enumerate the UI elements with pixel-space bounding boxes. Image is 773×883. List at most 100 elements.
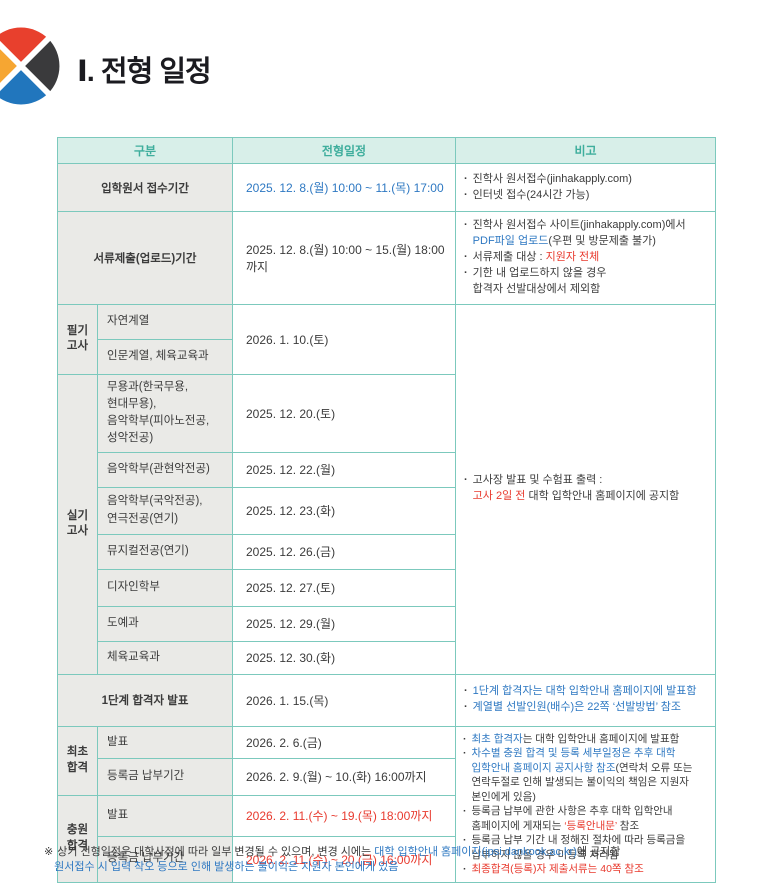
row-practical-1: 실기 고사 무용과(한국무용, 현대무용), 음악학부(피아노전공, 성악전공)… — [57, 373, 716, 675]
note-segment-highlight: 고사 2일 전 — [472, 490, 526, 503]
practical-row-schedule: 2025. 12. 29.(월) — [232, 605, 456, 642]
row-initial-1: 최초 합격 발표 2026. 2. 6.(금) 최초 합격자는 대학 입학안내 … — [57, 725, 716, 883]
written-row-label: 인문계열, 체육교육과 — [97, 338, 233, 375]
written-schedule: 2026. 1. 10.(토) — [232, 303, 456, 375]
final-admission-notes: 최초 합격자는 대학 입학안내 홈페이지에 발표함 차수별 충원 합격 및 등록… — [455, 725, 716, 883]
note-line: 등록금 납부 기간 내 정해진 절차에 따라 등록금을 납부하지 않을 경우 미… — [463, 833, 712, 862]
note-line: 인터넷 접수(24시간 가능) — [464, 188, 711, 204]
practical-row-label: 무용과(한국무용, 현대무용), 음악학부(피아노전공, 성악전공) — [97, 373, 233, 453]
row-practical-2: 음악학부(관현악전공) 2025. 12. 22.(월) — [58, 451, 716, 488]
practical-row-label: 음악학부(관현악전공) — [97, 451, 233, 488]
footnote-segment: 에 공지함 — [576, 846, 621, 858]
note-text: 기한 내 업로드하지 않을 경우 합격자 선발대상에서 제외함 — [472, 266, 607, 295]
stage1-notes: 1단계 합격자는 대학 입학안내 홈페이지에 발표함 계열별 선발인원(배수)은… — [455, 673, 716, 727]
note-segment-highlight: 지원자 전체 — [545, 250, 600, 263]
practical-row-schedule: 2025. 12. 22.(월) — [232, 451, 456, 488]
practical-row-label: 뮤지컬전공(연기) — [97, 533, 233, 570]
initial-row-label: 등록금 납부기간 — [97, 757, 233, 796]
note-line: 계열별 선발인원(배수)은 22쪽 ‘선발방법’ 참조 — [464, 700, 711, 716]
col-header-note: 비고 — [455, 137, 716, 164]
schedule-table: 구분 전형일정 비고 입학원서 접수기간 2025. 12. 8.(월) 10:… — [57, 137, 716, 883]
footnote-line1: ※ 상기 전형일정은 대학사정에 따라 일부 변경될 수 있으며, 변경 시에는… — [44, 845, 754, 860]
note-line: 1단계 합격자는 대학 입학안내 홈페이지에 발표함 — [464, 684, 711, 700]
documents-notes: 진학사 원서접수 사이트(jinhakapply.com)에서 PDF파일 업로… — [455, 211, 716, 305]
note-segment: (우편 및 방문제출 불가) — [548, 234, 656, 247]
footnote-marker: ※ — [44, 846, 54, 858]
note-text: 등록금 납부 기간 내 정해진 절차에 따라 등록금을 납부하지 않을 경우 미… — [471, 834, 686, 861]
waitlist-row-label: 발표 — [97, 794, 233, 837]
note-text: 진학사 원서접수(jinhakapply.com) — [472, 172, 632, 185]
practical-row-schedule: 2025. 12. 30.(화) — [232, 640, 456, 675]
col-header-category: 구분 — [57, 137, 233, 164]
note-segment-highlight: ‘등록안내문’ — [564, 819, 618, 832]
note-text: 서류제출 대상 : 지원자 전체 — [473, 250, 600, 266]
practical-row-label: 도예과 — [97, 605, 233, 642]
written-exam-group-label: 필기 고사 — [57, 303, 98, 375]
practical-row-schedule: 2025. 12. 23.(화) — [232, 486, 456, 535]
note-line: 최초 합격자는 대학 입학안내 홈페이지에 발표함 — [463, 732, 712, 746]
note-text: 계열별 선발인원(배수)은 22쪽 ‘선발방법’ 참조 — [472, 701, 681, 714]
note-line: 기한 내 업로드하지 않을 경우 합격자 선발대상에서 제외함 — [464, 266, 711, 298]
note-line: 고사장 발표 및 수험표 출력 : 고사 2일 전 대학 입학안내 홈페이지에 … — [464, 473, 711, 505]
practical-row-schedule: 2025. 12. 20.(토) — [232, 373, 456, 453]
row-practical-7: 체육교육과 2025. 12. 30.(화) — [58, 640, 716, 675]
note-text: 인터넷 접수(24시간 가능) — [472, 188, 590, 201]
note-segment: 는 대학 입학안내 홈페이지에 발표함 — [522, 732, 680, 745]
note-text: 1단계 합격자는 대학 입학안내 홈페이지에 발표함 — [472, 685, 697, 698]
note-segment: 서류제출 대상 : — [472, 250, 546, 263]
note-segment-highlight: PDF파일 업로드 — [472, 234, 549, 247]
row-practical-4: 뮤지컬전공(연기) 2025. 12. 26.(금) — [58, 533, 716, 570]
exam-site-note: 고사장 발표 및 수험표 출력 : 고사 2일 전 대학 입학안내 홈페이지에 … — [455, 303, 716, 675]
note-text: 최초 합격자는 대학 입학안내 홈페이지에 발표함 — [472, 732, 680, 746]
note-line: 진학사 원서접수 사이트(jinhakapply.com)에서 PDF파일 업로… — [464, 218, 711, 250]
practical-row-schedule: 2025. 12. 26.(금) — [232, 533, 456, 570]
note-segment: 참조 — [617, 819, 640, 832]
written-row-label: 자연계열 — [97, 303, 233, 340]
note-text: 차수별 충원 합격 및 등록 세부일정은 추후 대학 입학안내 홈페이지 공지사… — [472, 746, 713, 804]
footnote-indent — [44, 860, 50, 875]
row-practical-3: 음악학부(국악전공), 연극전공(연기) 2025. 12. 23.(화) — [58, 486, 716, 535]
note-segment: 등록금 납부에 관한 사항은 추후 대학 입학안내 홈페이지에 게재되는 — [471, 805, 673, 832]
practical-row-label: 디자인학부 — [97, 568, 233, 607]
university-pinwheel-logo — [0, 27, 60, 105]
stage1-label: 1단계 합격자 발표 — [57, 673, 233, 727]
note-segment-highlight: 차수별 충원 합격 및 등록 세부일정은 추후 대학 입학안내 홈페이지 공지사… — [471, 747, 676, 774]
row-application: 입학원서 접수기간 2025. 12. 8.(월) 10:00 ~ 11.(목)… — [57, 163, 716, 212]
waitlist-row-schedule: 2026. 2. 11.(수) ~ 19.(목) 18:00까지 — [232, 794, 456, 837]
row-initial-2: 등록금 납부기간 2026. 2. 9.(월) ~ 10.(화) 16:00까지 — [58, 757, 716, 796]
row-documents: 서류제출(업로드)기간 2025. 12. 8.(월) 10:00 ~ 15.(… — [57, 211, 716, 305]
row-practical-5: 디자인학부 2025. 12. 27.(토) — [58, 568, 716, 607]
note-segment: 고사장 발표 및 수험표 출력 : — [472, 474, 603, 487]
row-written-2: 인문계열, 체육교육과 — [58, 338, 716, 375]
initial-row-schedule: 2026. 2. 6.(금) — [232, 725, 456, 759]
note-segment: 진학사 원서접수 사이트(jinhakapply.com)에서 — [472, 219, 686, 231]
page-title: Ⅰ. 전형 일정 — [77, 56, 212, 88]
note-line: 서류제출 대상 : 지원자 전체 — [464, 250, 711, 266]
initial-row-label: 발표 — [97, 725, 233, 759]
footnote-line2-truncated: 원서접수 시 입력 착오 등으로 인해 발생하는 불이익은 지원자 본인에게 있… — [44, 860, 754, 875]
note-line: 진학사 원서접수(jinhakapply.com) — [464, 172, 711, 188]
note-segment: 대학 입학안내 홈페이지에 공지함 — [525, 490, 680, 503]
note-text: 등록금 납부에 관한 사항은 추후 대학 입학안내 홈페이지에 게재되는 ‘등록… — [472, 804, 713, 833]
stage1-schedule: 2026. 1. 15.(목) — [232, 673, 456, 727]
application-schedule: 2025. 12. 8.(월) 10:00 ~ 11.(목) 17:00 — [232, 163, 456, 212]
waitlist-row-schedule: 2026. 2. 11.(수) ~ 20.(금) 16:00까지 — [232, 835, 456, 883]
documents-label: 서류제출(업로드)기간 — [57, 211, 233, 305]
practical-row-label: 체육교육과 — [97, 640, 233, 675]
footnote-text: 상기 전형일정은 대학사정에 따라 일부 변경될 수 있으며, 변경 시에는 대… — [57, 845, 620, 860]
practical-row-schedule: 2025. 12. 27.(토) — [232, 568, 456, 607]
application-notes: 진학사 원서접수(jinhakapply.com) 인터넷 접수(24시간 가능… — [455, 163, 716, 212]
col-header-schedule: 전형일정 — [232, 137, 456, 164]
note-segment: (연락처 오류 또는 연락두절로 인해 발생되는 불이익의 책임은 지원자 본인… — [471, 761, 693, 803]
footnote-homepage-link[interactable]: 대학 입학안내 홈페이지(ipsi.dankook.ac.kr) — [374, 846, 577, 858]
footnote-text: 원서접수 시 입력 착오 등으로 인해 발생하는 불이익은 지원자 본인에게 있… — [54, 860, 399, 873]
initial-row-schedule: 2026. 2. 9.(월) ~ 10.(화) 16:00까지 — [232, 757, 456, 796]
table-header-row: 구분 전형일정 비고 — [57, 137, 716, 164]
note-text: 고사장 발표 및 수험표 출력 : 고사 2일 전 대학 입학안내 홈페이지에 … — [473, 473, 680, 505]
row-written-1: 필기 고사 자연계열 2026. 1. 10.(토) 고사장 발표 및 수험표 … — [57, 303, 716, 675]
note-line: 차수별 충원 합격 및 등록 세부일정은 추후 대학 입학안내 홈페이지 공지사… — [463, 746, 712, 804]
practical-exam-group-label: 실기 고사 — [57, 373, 98, 675]
row-practical-6: 도예과 2025. 12. 29.(월) — [58, 605, 716, 642]
application-label: 입학원서 접수기간 — [57, 163, 233, 212]
